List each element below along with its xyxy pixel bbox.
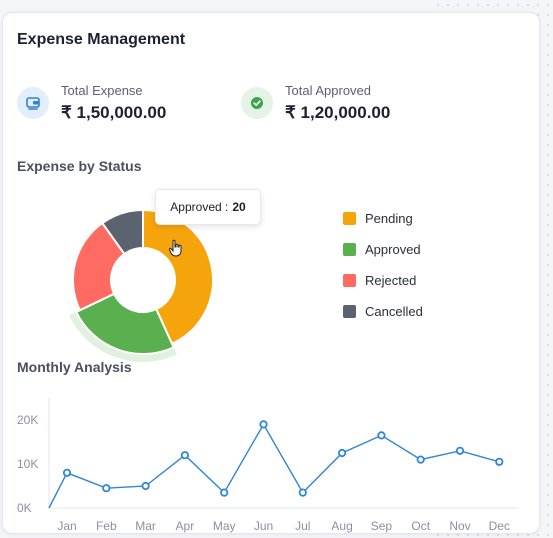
stat-value: ₹ 1,20,000.00 [285, 103, 391, 122]
legend-swatch [343, 212, 356, 225]
tooltip-value: 20 [232, 200, 246, 214]
data-point-may[interactable] [220, 488, 229, 497]
legend-item-approved[interactable]: Approved [343, 234, 423, 265]
series-line [48, 422, 500, 509]
x-tick-label: Dec [489, 519, 510, 533]
expense-card: Expense Management Total Expense ₹ 1,50,… [2, 12, 540, 534]
stat-total-expense: Total Expense ₹ 1,50,000.00 [17, 83, 217, 127]
line-chart[interactable]: 0K 10K 20K Jan Feb Mar Apr May Jun Jul Aug Sep Oct No… [7, 383, 527, 533]
y-tick-label: 10K [17, 457, 38, 471]
chart-legend: Pending Approved Rejected Cancelled [343, 203, 423, 327]
legend-label: Pending [365, 211, 413, 226]
data-point-jul[interactable] [298, 488, 307, 497]
check-circle-icon [241, 87, 273, 119]
x-tick-label: Apr [176, 519, 195, 533]
section-title-monthly: Monthly Analysis [17, 359, 132, 375]
donut-chart[interactable] [43, 188, 243, 368]
data-point-jun[interactable] [259, 420, 268, 429]
legend-item-cancelled[interactable]: Cancelled [343, 296, 423, 327]
wallet-icon [17, 87, 49, 119]
data-point-sep[interactable] [377, 431, 386, 440]
x-tick-label: May [213, 519, 236, 533]
x-tick-label: Mar [135, 519, 156, 533]
cursor-hand-icon [169, 239, 182, 257]
x-tick-label: Sep [371, 519, 393, 533]
x-tick-label: Aug [331, 519, 352, 533]
y-tick-label: 0K [17, 501, 32, 515]
stat-label: Total Expense [61, 83, 143, 98]
x-tick-label: Oct [411, 519, 430, 533]
y-tick-label: 20K [17, 413, 38, 427]
tooltip-label: Approved : [170, 200, 229, 214]
x-tick-label: Jun [254, 519, 273, 533]
section-title-status: Expense by Status [17, 158, 142, 174]
donut-slice-approved[interactable] [74, 292, 175, 355]
data-point-oct[interactable] [416, 455, 425, 464]
data-point-dec[interactable] [495, 457, 504, 466]
donut-slice-pending[interactable] [142, 208, 214, 346]
data-point-nov[interactable] [455, 446, 465, 455]
x-tick-label: Jan [57, 519, 76, 533]
page-title: Expense Management [17, 31, 186, 48]
data-point-mar[interactable] [141, 481, 150, 491]
x-tick-label: Feb [96, 519, 117, 533]
stat-total-approved: Total Approved ₹ 1,20,000.00 [241, 83, 441, 127]
legend-item-rejected[interactable]: Rejected [343, 265, 423, 296]
legend-item-pending[interactable]: Pending [343, 203, 423, 234]
data-point-aug[interactable] [337, 448, 347, 458]
legend-label: Approved [365, 242, 421, 257]
legend-swatch [343, 305, 356, 318]
data-point-feb[interactable] [102, 484, 111, 493]
data-point-jan[interactable] [62, 468, 72, 477]
donut-slice-cancelled[interactable] [100, 208, 144, 256]
legend-label: Cancelled [365, 304, 423, 319]
donut-slice-rejected[interactable] [72, 221, 126, 312]
legend-swatch [343, 243, 356, 256]
chart-tooltip: Approved :20 [155, 189, 261, 225]
x-tick-label: Jul [295, 519, 310, 533]
stat-value: ₹ 1,50,000.00 [61, 103, 167, 122]
legend-swatch [343, 274, 356, 287]
data-point-apr[interactable] [180, 451, 189, 460]
legend-label: Rejected [365, 273, 417, 288]
stat-label: Total Approved [285, 83, 372, 98]
x-tick-label: Nov [449, 519, 470, 533]
